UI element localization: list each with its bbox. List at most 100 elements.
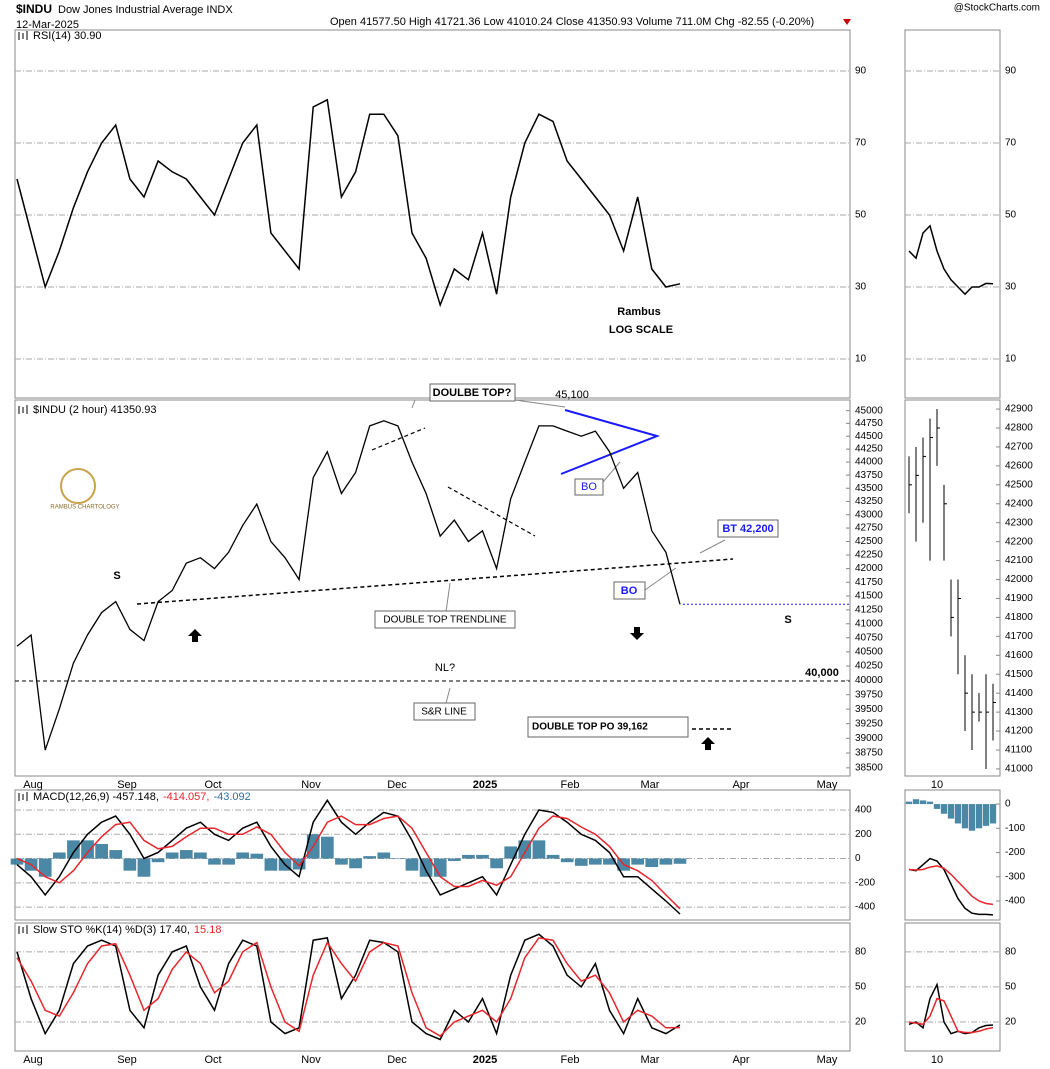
y-tick-label: -400 bbox=[855, 902, 875, 913]
mini-price-panel bbox=[904, 399, 1001, 777]
x-tick-label: Dec bbox=[387, 779, 407, 791]
y-tick-label: 41600 bbox=[1005, 650, 1033, 661]
x-tick-label: Oct bbox=[204, 1054, 221, 1066]
y-tick-label: 42600 bbox=[1005, 461, 1033, 472]
logo bbox=[60, 468, 96, 504]
down-triangle bbox=[843, 19, 851, 25]
y-tick-label: 10 bbox=[855, 354, 867, 365]
x-tick-label: Apr bbox=[732, 779, 749, 791]
y-tick-label: -200 bbox=[1005, 847, 1025, 858]
y-tick-label: 39750 bbox=[855, 689, 883, 700]
y-tick-label: 41250 bbox=[855, 605, 883, 616]
logo-text: RAMBUS CHARTOLOGY bbox=[50, 505, 119, 511]
histogram-bar bbox=[905, 801, 913, 805]
callout-box bbox=[613, 581, 646, 600]
mini-rsi-panel bbox=[904, 29, 1001, 399]
y-tick-label: 50 bbox=[1005, 982, 1017, 993]
histogram-bar bbox=[933, 804, 941, 809]
histogram-bar bbox=[363, 856, 377, 859]
y-tick-label: 50 bbox=[1005, 210, 1017, 221]
histogram-bar bbox=[919, 800, 927, 805]
x-tick-label: Dec bbox=[387, 1054, 407, 1066]
y-tick-label: 44250 bbox=[855, 444, 883, 455]
histogram-bar bbox=[67, 840, 80, 859]
histogram-bar bbox=[954, 804, 962, 824]
x-tick-label: 10 bbox=[931, 1054, 943, 1066]
histogram-bar bbox=[659, 858, 673, 865]
x-tick-label: Oct bbox=[204, 779, 221, 791]
histogram-bar bbox=[447, 858, 461, 861]
x-tick-label: 10 bbox=[931, 779, 943, 791]
histogram-bar bbox=[264, 858, 278, 871]
y-tick-label: 44500 bbox=[855, 431, 883, 442]
y-tick-label: 400 bbox=[855, 805, 872, 816]
histogram-bar bbox=[532, 840, 546, 859]
annotation: BO bbox=[621, 585, 638, 597]
symbol: $INDU bbox=[16, 2, 52, 16]
legend-label: -414.057, bbox=[163, 791, 209, 803]
histogram-bar bbox=[109, 850, 123, 859]
histogram-bar bbox=[975, 804, 983, 829]
annotation: S bbox=[113, 570, 120, 582]
histogram-bar bbox=[151, 858, 165, 863]
y-tick-label: 41000 bbox=[855, 618, 883, 629]
histogram-bar bbox=[38, 858, 52, 877]
histogram-bar bbox=[926, 801, 934, 805]
histogram-bar bbox=[222, 858, 235, 865]
y-tick-label: 41200 bbox=[1005, 726, 1033, 737]
y-tick-label: -200 bbox=[855, 877, 875, 888]
y-tick-label: 50 bbox=[855, 210, 867, 221]
legend-label: $INDU (2 hour) 41350.93 bbox=[33, 404, 157, 416]
series-line bbox=[908, 997, 994, 1034]
histogram-bar bbox=[940, 804, 948, 814]
down-arrow bbox=[630, 627, 644, 640]
annotation: 45,100 bbox=[555, 389, 589, 401]
series-line bbox=[16, 937, 681, 1037]
y-tick-label: -400 bbox=[1005, 896, 1025, 907]
histogram-bar bbox=[165, 852, 179, 859]
trendline bbox=[136, 558, 734, 605]
y-tick-label: -300 bbox=[1005, 871, 1025, 882]
y-tick-label: 50 bbox=[855, 982, 867, 993]
histogram-bar bbox=[574, 858, 588, 866]
y-tick-label: 90 bbox=[855, 66, 867, 77]
legend-label: -43.092 bbox=[213, 791, 250, 803]
y-tick-label: 10 bbox=[1005, 354, 1017, 365]
legend-label: Slow STO %K(14) %D(3) 17.40, bbox=[33, 924, 190, 936]
annotation: 40,000 bbox=[805, 667, 839, 679]
annotation: DOUBLE TOP PO 39,162 bbox=[532, 722, 648, 733]
y-tick-label: 70 bbox=[855, 138, 867, 149]
y-tick-label: 39000 bbox=[855, 733, 883, 744]
y-tick-label: 42300 bbox=[1005, 517, 1033, 528]
x-tick-label: Feb bbox=[561, 779, 580, 791]
y-tick-label: 44750 bbox=[855, 418, 883, 429]
annotation: S bbox=[784, 614, 791, 626]
legend-icon bbox=[18, 792, 28, 801]
x-tick-label: Sep bbox=[117, 779, 137, 791]
legend-label: RSI(14) 30.90 bbox=[33, 30, 101, 42]
histogram-bar bbox=[250, 853, 264, 859]
mini-macd-panel bbox=[904, 789, 1001, 921]
legend-label: 15.18 bbox=[194, 924, 222, 936]
histogram-bar bbox=[123, 858, 137, 871]
legend-icon bbox=[18, 405, 28, 414]
y-tick-label: 39250 bbox=[855, 718, 883, 729]
y-tick-label: 30 bbox=[855, 282, 867, 293]
annotation: BO bbox=[581, 481, 597, 493]
y-tick-label: 200 bbox=[855, 829, 872, 840]
histogram-bar bbox=[349, 858, 362, 869]
y-tick-label: 42750 bbox=[855, 523, 883, 534]
y-tick-label: 42100 bbox=[1005, 555, 1033, 566]
x-tick-label: May bbox=[817, 1054, 838, 1066]
y-tick-label: 43500 bbox=[855, 483, 883, 494]
y-tick-label: 40500 bbox=[855, 647, 883, 658]
x-tick-label: Feb bbox=[561, 1054, 580, 1066]
y-tick-label: 42800 bbox=[1005, 423, 1033, 434]
y-tick-label: 42000 bbox=[855, 563, 883, 574]
callout-box bbox=[574, 478, 604, 496]
y-tick-label: 70 bbox=[1005, 138, 1017, 149]
histogram-bar bbox=[377, 852, 391, 859]
y-tick-label: 80 bbox=[855, 947, 867, 958]
histogram-bar bbox=[968, 804, 976, 831]
